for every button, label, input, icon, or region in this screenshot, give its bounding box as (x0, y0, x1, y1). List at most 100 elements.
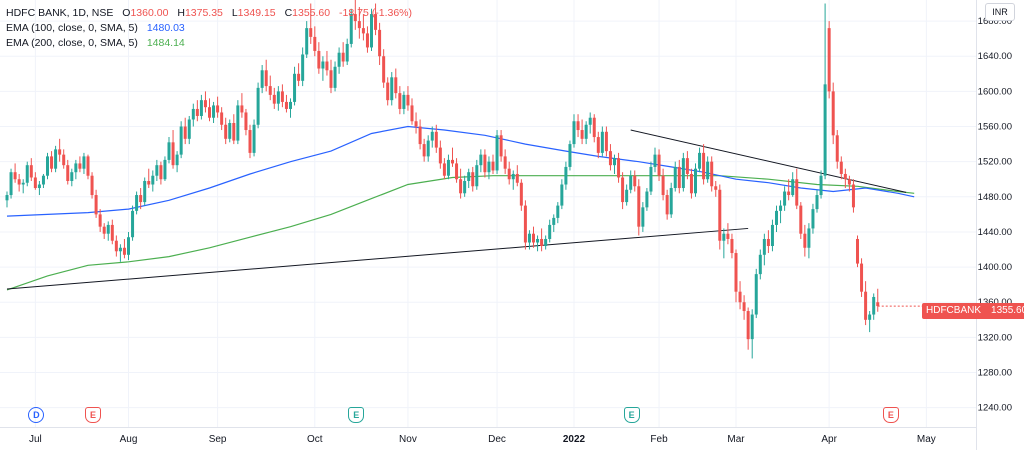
candle (9, 168, 13, 199)
candle (851, 179, 855, 213)
candle (495, 130, 499, 174)
candle-body (556, 205, 560, 218)
candle-body (588, 117, 592, 125)
candle-body (341, 52, 345, 62)
candle-body (621, 177, 625, 203)
x-tick-label: Aug (120, 434, 138, 445)
candle-body (811, 209, 815, 229)
candle (252, 119, 256, 157)
candle-body (734, 253, 738, 292)
candle-body (293, 73, 297, 102)
dividend-marker-icon[interactable]: D (28, 407, 45, 423)
candle-body (527, 233, 531, 243)
legend-change: -18.75 (-1.36%) (339, 7, 412, 19)
candle (293, 66, 297, 106)
y-tick-label: 1440.00 (978, 227, 1012, 238)
candle-body (301, 54, 305, 81)
candle (783, 186, 787, 211)
candle (171, 130, 175, 169)
candle (70, 168, 74, 187)
candle (102, 223, 106, 239)
trendline (6, 227, 749, 290)
candle-body (831, 91, 835, 136)
candle-body (317, 50, 321, 69)
candle-body (78, 163, 82, 169)
earnings-marker-icon[interactable]: E (348, 407, 365, 423)
candle-body (479, 154, 483, 166)
candle-body (860, 263, 864, 292)
candle-body (195, 108, 199, 116)
candle-body (536, 238, 540, 243)
candle (677, 159, 681, 194)
candle (212, 101, 216, 124)
candle (527, 230, 531, 250)
legend-ema100-row[interactable]: EMA (100, close, 0, SMA, 5) 1480.03 (6, 21, 412, 36)
candle-body (843, 173, 847, 180)
candle (236, 100, 240, 145)
candle (572, 114, 576, 148)
candle (860, 258, 864, 297)
candle (503, 149, 507, 174)
candle-body (795, 179, 799, 206)
candle (297, 63, 301, 87)
legend-ema200-row[interactable]: EMA (200, close, 0, SMA, 5) 1484.14 (6, 36, 412, 51)
candle (41, 173, 45, 189)
legend-open-value: 1360.00 (130, 7, 169, 19)
candle (127, 231, 130, 261)
candle (46, 152, 49, 180)
currency-button[interactable]: INR (985, 3, 1015, 21)
candle-body (835, 135, 839, 162)
candle-body (548, 224, 552, 239)
candle (491, 154, 495, 174)
earnings-marker-icon[interactable]: E (85, 407, 102, 423)
candle (74, 159, 78, 180)
candle (621, 172, 625, 210)
candle (637, 179, 641, 236)
candle (309, 3, 313, 44)
candle (50, 151, 54, 173)
candle (552, 214, 556, 232)
candle (317, 42, 321, 74)
candle-body (159, 165, 163, 180)
candle (750, 309, 754, 359)
candle-body (434, 131, 438, 148)
candle (78, 156, 82, 173)
candle-body (463, 180, 467, 194)
candle (580, 119, 584, 145)
candle-body (714, 186, 718, 190)
candle-body (523, 205, 527, 243)
earnings-marker-icon[interactable]: E (882, 407, 899, 423)
candle (819, 170, 823, 199)
candle (167, 137, 171, 164)
candle (698, 147, 702, 173)
candle (414, 112, 418, 134)
candle-body (378, 29, 382, 57)
last-price-tag: HDFCBANK 1355.60 (922, 303, 1024, 319)
y-tick-label: 1680.00 (978, 16, 1012, 27)
candle (544, 235, 548, 250)
candle-body (876, 302, 880, 307)
candle (98, 209, 102, 232)
candle-body (321, 61, 325, 69)
candle-body (337, 52, 341, 67)
candle-body (669, 188, 673, 215)
candle (374, 3, 378, 36)
candle (710, 156, 714, 192)
candle-body (29, 165, 33, 178)
candle-body (787, 191, 791, 196)
earnings-marker-icon[interactable]: E (623, 407, 640, 423)
y-tick-label: 1560.00 (978, 122, 1012, 133)
candle (766, 230, 770, 254)
candle-body (742, 302, 746, 312)
candle-body (248, 130, 252, 153)
y-tick-label: 1400.00 (978, 262, 1012, 273)
candle-body (685, 158, 689, 174)
candle-body (730, 238, 734, 254)
candle (815, 189, 819, 213)
candle (349, 8, 353, 48)
candle-body (110, 224, 114, 241)
candle (536, 235, 540, 252)
candle-body (459, 179, 463, 194)
candle (333, 61, 337, 92)
